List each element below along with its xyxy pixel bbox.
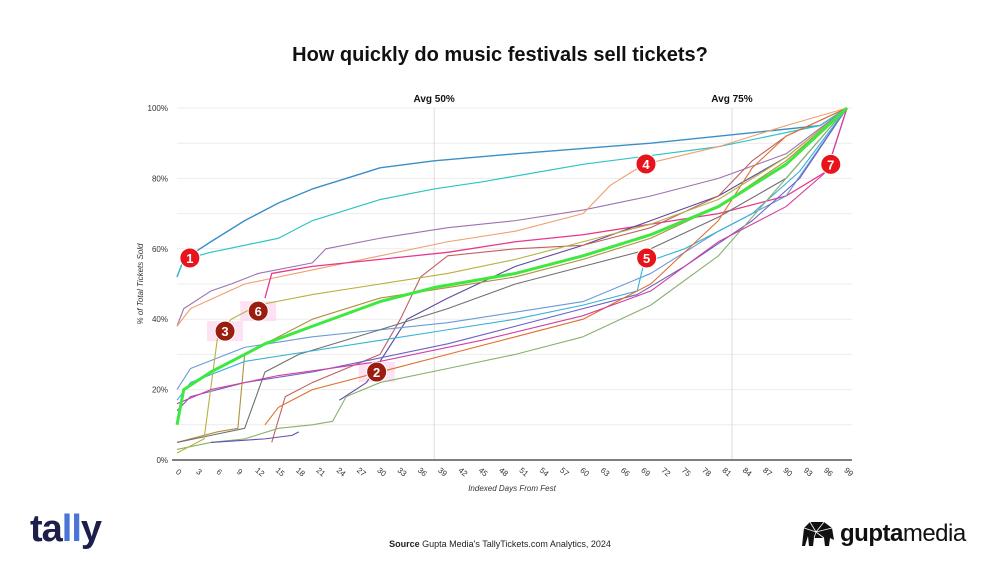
annotation-marker-6 bbox=[247, 300, 269, 322]
series-line-8 bbox=[271, 107, 848, 443]
annotation-marker-1 bbox=[179, 247, 201, 269]
source-text: Gupta Media's TallyTickets.com Analytics… bbox=[422, 539, 611, 549]
annotation-label: 3 bbox=[221, 324, 228, 339]
annotation-label: 2 bbox=[373, 365, 380, 380]
x-tick-label: 33 bbox=[396, 466, 409, 479]
x-tick-label: 24 bbox=[335, 466, 348, 479]
x-tick-label: 42 bbox=[457, 466, 470, 479]
annotation-marker-5 bbox=[636, 247, 658, 269]
x-tick-label: 48 bbox=[497, 466, 510, 479]
x-tick-label: 15 bbox=[274, 466, 287, 479]
series-line-14 bbox=[176, 107, 848, 450]
y-tick-label: 100% bbox=[148, 104, 168, 113]
series-line-12 bbox=[176, 107, 848, 401]
y-tick-label: 20% bbox=[152, 386, 168, 395]
series-line-5 bbox=[264, 107, 848, 299]
series-line-16 bbox=[176, 107, 848, 454]
x-tick-label: 36 bbox=[416, 466, 429, 479]
x-tick-label: 12 bbox=[254, 466, 267, 479]
series-line-18 bbox=[175, 106, 849, 426]
y-tick-label: 0% bbox=[156, 456, 168, 465]
y-axis-label: % of Total Tickets Sold bbox=[136, 243, 145, 325]
annotation-label: 7 bbox=[827, 157, 834, 172]
x-axis-label: Indexed Days From Fest bbox=[468, 484, 556, 493]
x-tick-label: 45 bbox=[477, 466, 490, 479]
x-tick-label: 63 bbox=[599, 466, 612, 479]
x-tick-label: 21 bbox=[314, 466, 327, 479]
x-tick-label: 30 bbox=[375, 466, 388, 479]
x-tick-label: 72 bbox=[660, 466, 673, 479]
annotation-marker-3 bbox=[214, 320, 236, 342]
annotation-marker-7 bbox=[820, 153, 842, 175]
y-tick-label: 60% bbox=[152, 245, 168, 254]
annotation-label: 6 bbox=[255, 304, 262, 319]
elephant-icon bbox=[802, 521, 834, 546]
chart-title: How quickly do music festivals sell tick… bbox=[292, 44, 708, 66]
x-tick-label: 39 bbox=[436, 466, 449, 479]
annotation-marker-4 bbox=[635, 153, 657, 175]
series-line-2 bbox=[176, 107, 848, 278]
source-label: Source bbox=[389, 539, 420, 549]
series-line-3 bbox=[176, 107, 848, 327]
x-tick-label: 84 bbox=[741, 466, 754, 479]
x-tick-label: 81 bbox=[720, 466, 733, 479]
x-tick-label: 0 bbox=[174, 467, 184, 477]
x-tick-label: 96 bbox=[822, 466, 835, 479]
x-tick-label: 6 bbox=[215, 467, 225, 477]
series-line-10 bbox=[176, 107, 848, 443]
x-tick-label: 69 bbox=[639, 466, 652, 479]
series-line-17 bbox=[176, 107, 848, 405]
x-tick-label: 90 bbox=[781, 466, 794, 479]
series-line-4 bbox=[176, 107, 848, 327]
series-line-13 bbox=[264, 107, 848, 426]
series-line-1 bbox=[176, 107, 848, 278]
source-note: Source Gupta Media's TallyTickets.com An… bbox=[0, 539, 1000, 549]
x-tick-label: 3 bbox=[194, 467, 204, 477]
series-line-6 bbox=[339, 107, 848, 401]
guptamedia-logo: guptamedia bbox=[800, 520, 966, 548]
x-tick-label: 9 bbox=[235, 467, 245, 477]
reference-label: Avg 75% bbox=[711, 94, 752, 105]
x-tick-label: 99 bbox=[842, 466, 855, 479]
annotation-label: 4 bbox=[642, 157, 650, 172]
series-line-15 bbox=[210, 431, 300, 443]
x-tick-label: 57 bbox=[558, 466, 571, 479]
x-tick-label: 54 bbox=[538, 466, 551, 479]
tally-logo: tally bbox=[30, 508, 102, 550]
reference-label: Avg 50% bbox=[414, 94, 455, 105]
y-tick-label: 80% bbox=[152, 174, 168, 183]
x-tick-label: 18 bbox=[294, 466, 307, 479]
x-tick-label: 78 bbox=[700, 466, 713, 479]
x-tick-label: 75 bbox=[680, 466, 693, 479]
annotation-label: 1 bbox=[186, 251, 193, 266]
x-tick-label: 51 bbox=[517, 466, 530, 479]
x-tick-label: 87 bbox=[761, 466, 774, 479]
x-tick-label: 60 bbox=[578, 466, 591, 479]
x-tick-label: 27 bbox=[355, 466, 368, 479]
annotation-label: 5 bbox=[643, 251, 650, 266]
x-tick-label: 93 bbox=[802, 466, 815, 479]
x-tick-label: 66 bbox=[619, 466, 632, 479]
annotation-marker-2 bbox=[366, 361, 388, 383]
y-tick-label: 40% bbox=[152, 315, 168, 324]
